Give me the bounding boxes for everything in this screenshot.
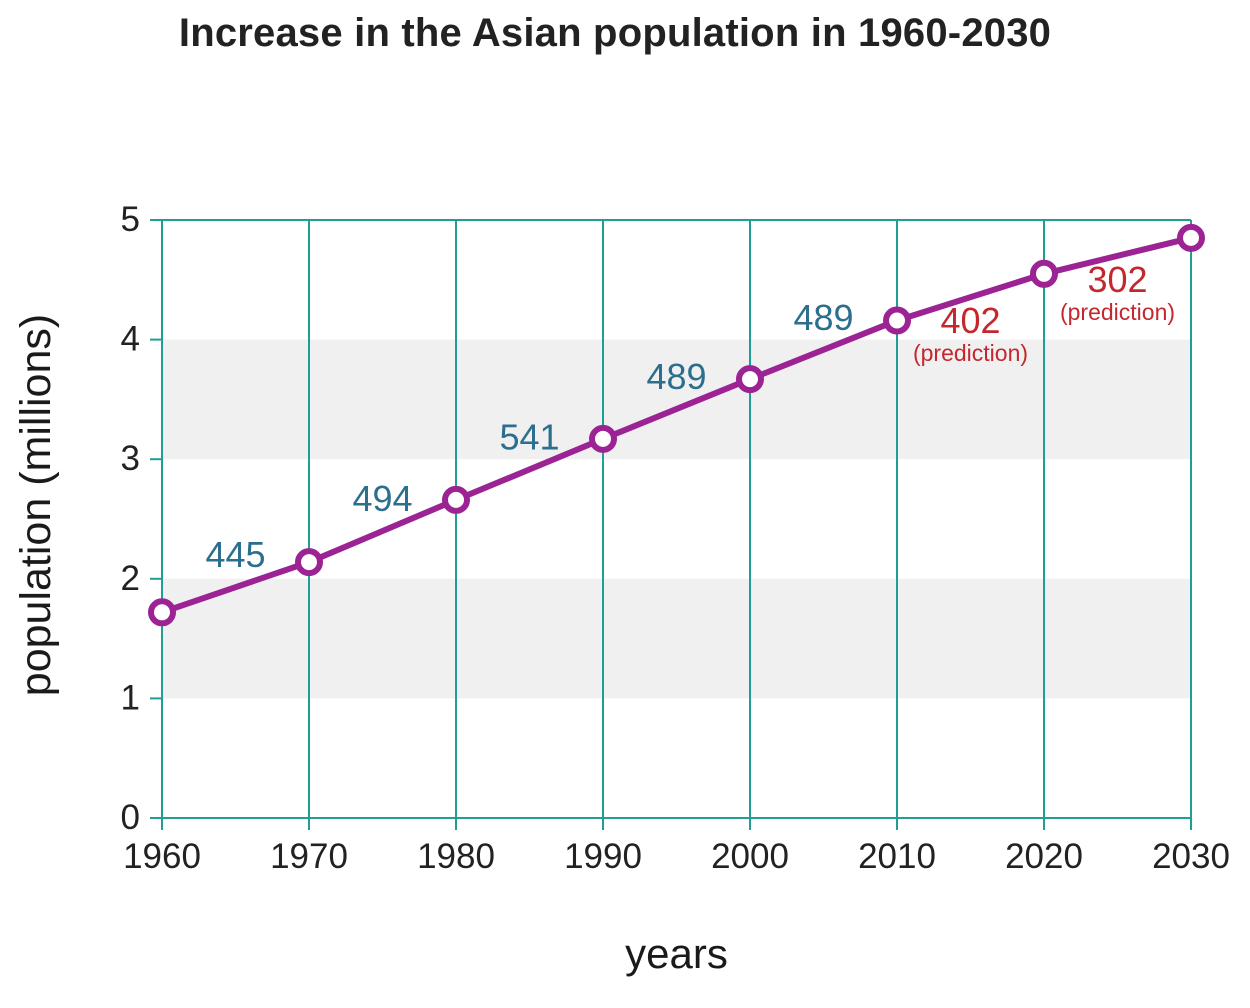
svg-text:2010: 2010 — [858, 837, 936, 876]
svg-text:5: 5 — [121, 200, 140, 239]
svg-text:2020: 2020 — [1005, 837, 1083, 876]
svg-text:1960: 1960 — [123, 837, 201, 876]
svg-text:302: 302 — [1087, 259, 1147, 300]
svg-text:1: 1 — [121, 678, 140, 717]
svg-text:489: 489 — [646, 356, 706, 397]
svg-text:1980: 1980 — [417, 837, 495, 876]
svg-text:0: 0 — [121, 798, 140, 837]
svg-text:494: 494 — [352, 478, 412, 519]
svg-text:(prediction): (prediction) — [913, 340, 1028, 366]
svg-text:445: 445 — [205, 534, 265, 575]
svg-text:2000: 2000 — [711, 837, 789, 876]
svg-text:2: 2 — [121, 559, 140, 598]
svg-text:1970: 1970 — [270, 837, 348, 876]
svg-text:3: 3 — [121, 439, 140, 478]
svg-text:489: 489 — [793, 297, 853, 338]
svg-text:(prediction): (prediction) — [1060, 299, 1175, 325]
svg-text:402: 402 — [940, 300, 1000, 341]
svg-text:1990: 1990 — [564, 837, 642, 876]
svg-text:4: 4 — [121, 320, 140, 359]
svg-text:2030: 2030 — [1152, 837, 1230, 876]
svg-text:541: 541 — [499, 416, 559, 457]
